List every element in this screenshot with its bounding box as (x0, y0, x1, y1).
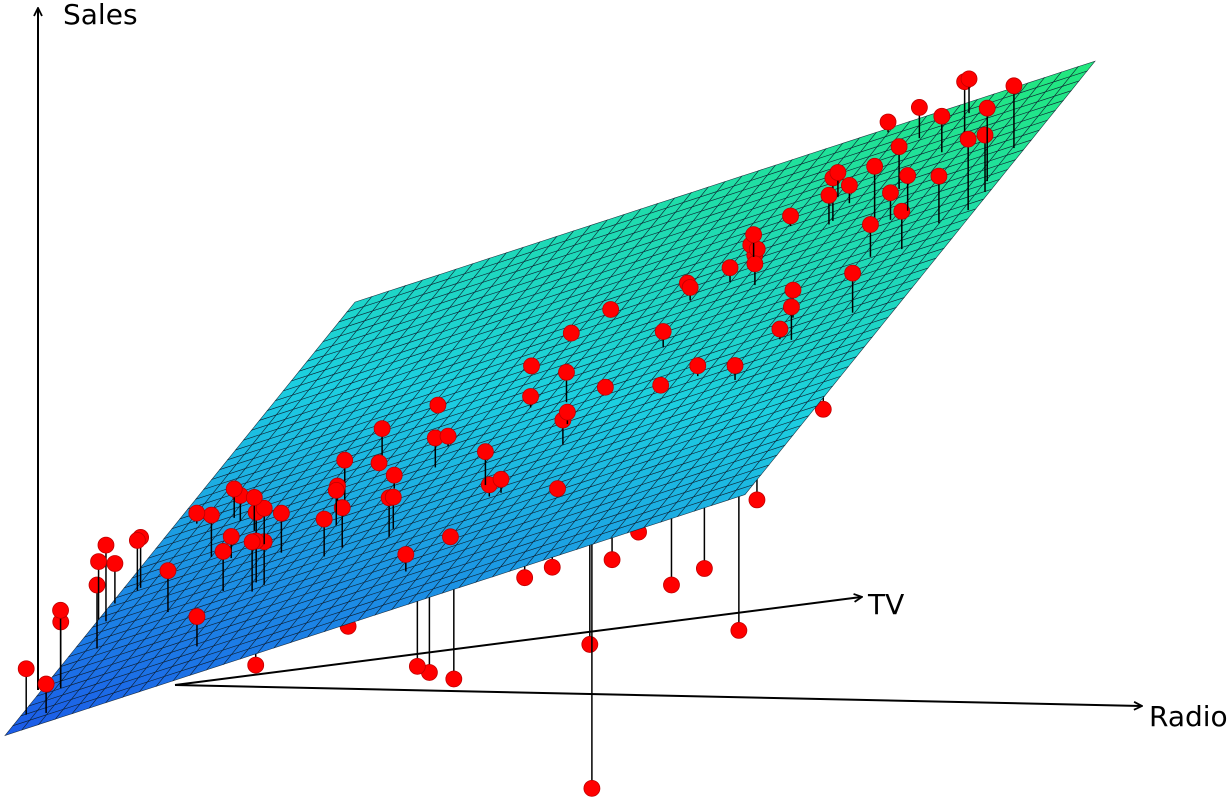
data-point (748, 240, 766, 258)
data-point (1005, 77, 1023, 95)
data-point (439, 427, 457, 445)
data-point (516, 569, 534, 587)
data-point (663, 576, 680, 594)
data-point (596, 378, 614, 396)
data-point (315, 510, 333, 528)
data-point (543, 558, 561, 576)
data-point (225, 480, 243, 498)
data-point (840, 176, 858, 194)
data-point (333, 499, 351, 517)
data-point (844, 264, 862, 282)
data-point (726, 357, 744, 374)
data-point (730, 621, 748, 639)
data-point (37, 675, 55, 693)
data-point (558, 403, 576, 421)
data-point (442, 528, 459, 546)
plane-cell (1069, 60, 1096, 78)
data-point (90, 553, 107, 570)
data-point (522, 388, 539, 405)
data-point (17, 660, 35, 678)
data-point (214, 543, 232, 560)
data-point (97, 536, 115, 554)
data-point (748, 491, 766, 509)
data-point (188, 608, 206, 625)
data-point (784, 281, 802, 299)
data-point (336, 451, 354, 469)
data-point (933, 107, 951, 125)
data-point (243, 533, 261, 551)
data-point (88, 576, 106, 594)
points-above-plane (17, 70, 1023, 715)
data-point (272, 504, 290, 522)
data-point (52, 601, 69, 619)
data-point (862, 216, 879, 233)
data-point (255, 499, 273, 517)
data-point (602, 301, 620, 318)
data-point (128, 532, 146, 549)
data-point (960, 70, 978, 88)
data-point (899, 167, 917, 184)
data-point (523, 357, 540, 375)
data-point (879, 113, 897, 131)
data-point (581, 636, 599, 653)
data-point (829, 164, 847, 181)
data-point (222, 528, 240, 545)
data-point (745, 226, 763, 244)
data-point (866, 157, 884, 175)
data-point (820, 186, 838, 204)
data-point (695, 560, 713, 577)
data-point (959, 130, 977, 148)
data-point (370, 454, 388, 472)
data-point (681, 279, 699, 296)
data-point (429, 396, 447, 414)
data-point (562, 324, 580, 342)
data-point (408, 657, 426, 675)
data-point (976, 126, 994, 144)
data-point (384, 488, 402, 506)
data-point (397, 546, 415, 563)
data-point (373, 420, 391, 438)
data-point (445, 670, 463, 688)
data-point (930, 167, 948, 185)
z-axis-label: Sales (63, 0, 138, 31)
y-axis-label: Radio (1149, 700, 1228, 733)
data-point (188, 504, 206, 522)
data-point (549, 480, 566, 498)
data-point (159, 562, 177, 580)
data-point (652, 376, 670, 394)
data-point (603, 551, 621, 569)
data-point (106, 555, 124, 572)
data-point (327, 481, 345, 499)
data-point (654, 323, 672, 340)
data-point (721, 259, 739, 277)
x-axis-label: TV (867, 588, 904, 621)
y-axis (174, 684, 1141, 706)
data-point (746, 255, 764, 273)
data-point (782, 207, 799, 225)
data-point (689, 357, 707, 375)
x-axis (174, 597, 861, 686)
data-point (978, 99, 996, 117)
axes (38, 9, 1141, 706)
data-point (385, 466, 403, 484)
data-point (893, 202, 911, 220)
data-point (477, 443, 494, 461)
data-point (910, 99, 928, 116)
data-point (245, 489, 263, 506)
data-point (558, 363, 575, 381)
data-point (890, 138, 908, 156)
data-point (202, 506, 220, 524)
data-point (771, 320, 789, 338)
data-point (247, 656, 265, 674)
data-point (882, 184, 899, 202)
data-point (814, 400, 832, 418)
regression-plane (4, 60, 1096, 737)
data-point (782, 298, 800, 316)
data-point (583, 779, 601, 797)
data-point (492, 470, 510, 488)
